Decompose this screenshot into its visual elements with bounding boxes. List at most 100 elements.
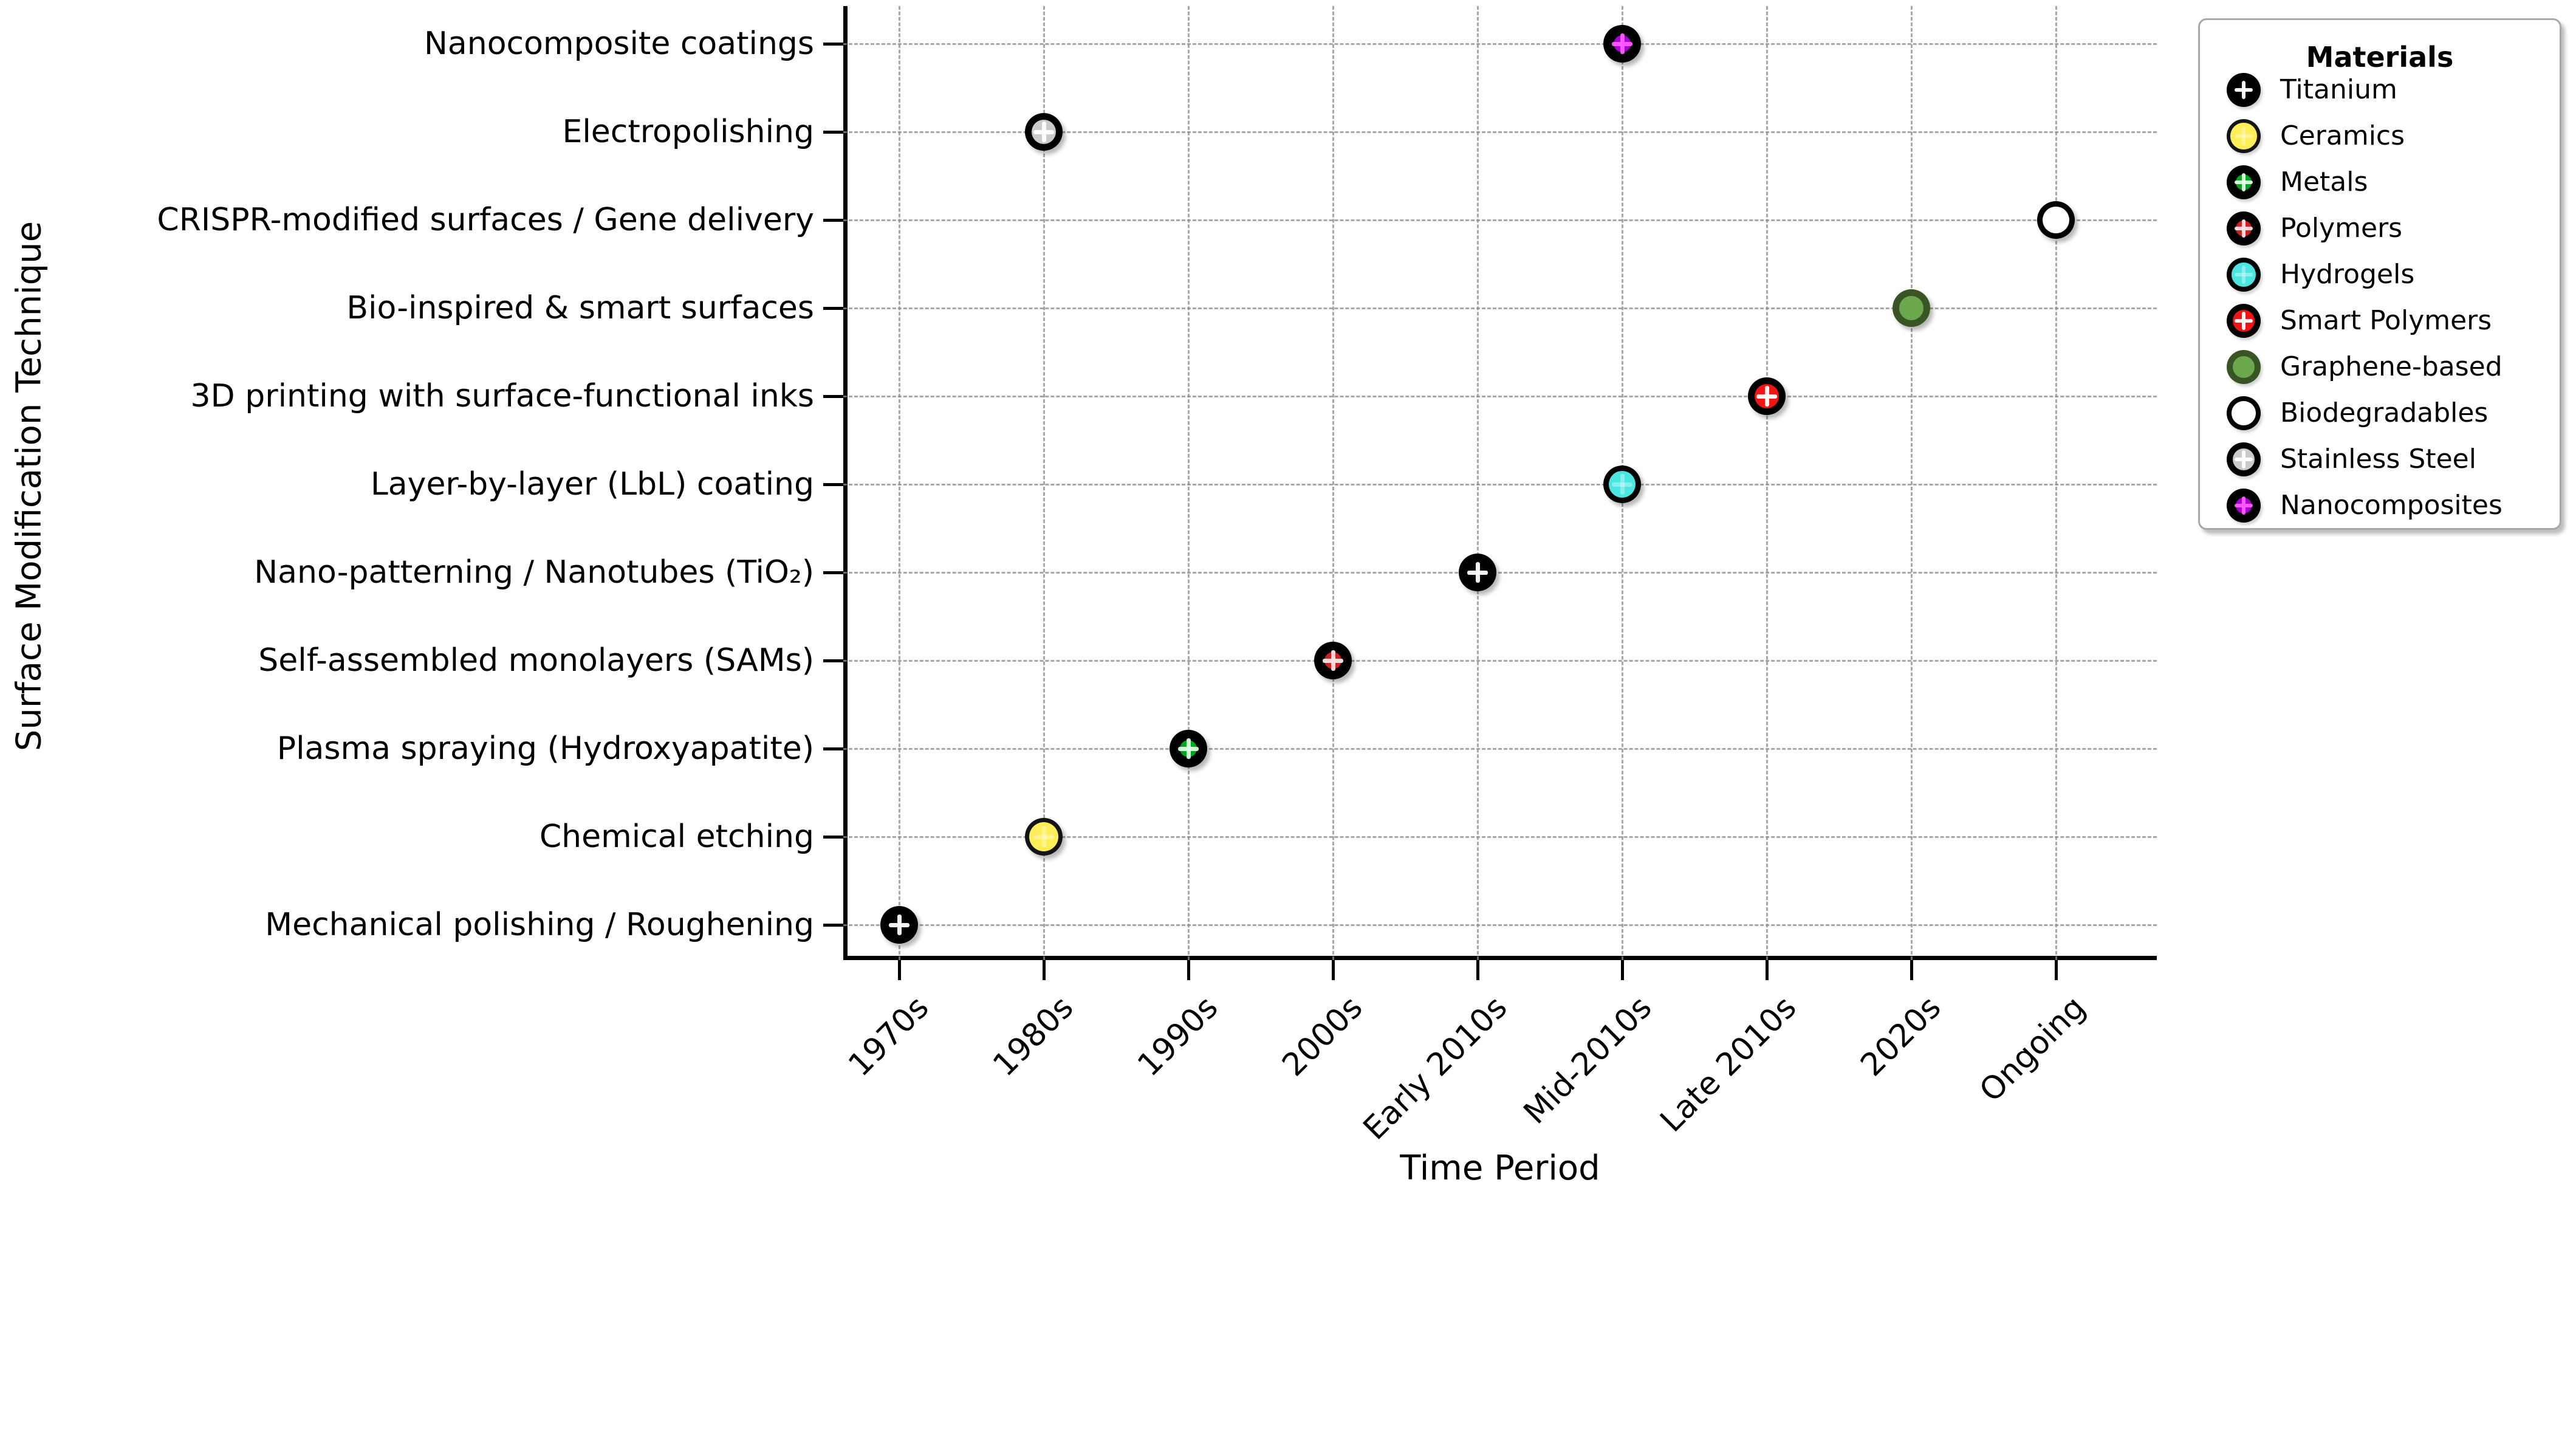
data-point-titanium xyxy=(880,906,918,944)
legend-swatch-titanium xyxy=(2227,73,2261,107)
gridline-horizontal xyxy=(843,836,2157,838)
plus-icon xyxy=(1186,738,1191,759)
legend-swatch-stainless-steel xyxy=(2227,442,2261,476)
x-axis-tick xyxy=(1621,960,1624,980)
gridline-vertical xyxy=(1332,6,1334,960)
y-tick-label: Mechanical polishing / Roughening xyxy=(265,907,814,943)
y-axis-tick xyxy=(823,43,843,46)
legend-swatch-biodegradables xyxy=(2227,396,2261,430)
gridline-horizontal xyxy=(843,396,2157,397)
gridline-vertical xyxy=(1477,6,1479,960)
legend-entry-label: Titanium xyxy=(2280,74,2397,105)
plus-icon xyxy=(2241,173,2246,192)
legend-swatch-nanocomposites xyxy=(2227,489,2261,523)
y-axis-tick xyxy=(823,395,843,398)
plus-icon xyxy=(2241,265,2246,284)
plus-icon xyxy=(1620,33,1625,54)
y-axis-tick xyxy=(823,836,843,839)
gridline-vertical xyxy=(2055,6,2057,960)
legend-entry-label: Polymers xyxy=(2280,213,2403,244)
gridline-vertical xyxy=(1043,6,1045,960)
legend-swatch-graphene-based xyxy=(2227,350,2261,384)
legend-swatch-hydrogels xyxy=(2227,258,2261,292)
plus-icon xyxy=(2241,496,2246,515)
x-axis-tick xyxy=(898,960,901,980)
y-axis-tick xyxy=(823,659,843,662)
plus-icon xyxy=(1764,386,1769,407)
plus-icon xyxy=(1041,826,1046,847)
x-axis-tick xyxy=(1476,960,1479,980)
gridline-horizontal xyxy=(843,924,2157,926)
legend-entry-label: Biodegradables xyxy=(2280,397,2489,428)
gridline-horizontal xyxy=(843,660,2157,662)
legend-swatch-ceramics xyxy=(2227,119,2261,153)
y-tick-label: Nano-patterning / Nanotubes (TiO₂) xyxy=(254,554,814,591)
gridline-horizontal xyxy=(843,307,2157,309)
y-tick-label: Chemical etching xyxy=(539,819,814,855)
plus-icon xyxy=(1620,474,1625,495)
legend-swatch-smart-polymers xyxy=(2227,304,2261,338)
y-tick-label: CRISPR-modified surfaces / Gene delivery xyxy=(157,202,814,238)
y-tick-label: 3D printing with surface-functional inks xyxy=(190,378,814,414)
y-axis-tick xyxy=(823,571,843,574)
legend-entry-label: Metals xyxy=(2280,166,2368,197)
data-point-ceramics xyxy=(1025,818,1063,856)
plus-icon xyxy=(2241,126,2246,146)
scatter-chart-figure: Time Period Surface Modification Techniq… xyxy=(9,6,2561,1188)
legend-entry-label: Graphene-based xyxy=(2280,351,2502,382)
plus-icon xyxy=(2241,80,2246,100)
x-axis-tick xyxy=(2055,960,2058,980)
gridline-vertical xyxy=(1766,6,1768,960)
plus-icon xyxy=(2241,219,2246,238)
gridline-vertical xyxy=(1188,6,1190,960)
data-point-smart-polymers xyxy=(1748,377,1786,415)
marker-core xyxy=(1899,296,1923,320)
gridline-vertical xyxy=(1911,6,1913,960)
gridline-horizontal xyxy=(843,748,2157,750)
legend-entry-label: Hydrogels xyxy=(2280,259,2415,290)
x-axis-tick xyxy=(1766,960,1769,980)
y-axis-tick xyxy=(823,219,843,222)
marker-core xyxy=(1609,471,1636,498)
plus-icon xyxy=(1475,562,1480,583)
plus-icon xyxy=(1041,122,1046,142)
plus-icon xyxy=(1331,650,1335,671)
data-point-polymers xyxy=(1314,642,1352,679)
y-tick-label: Nanocomposite coatings xyxy=(423,26,814,62)
data-point-biodegradables xyxy=(2037,201,2075,239)
gridline-horizontal xyxy=(843,572,2157,574)
y-axis-title: Surface Modification Technique xyxy=(9,221,49,752)
legend-title: Materials xyxy=(2306,41,2454,74)
x-axis-tick xyxy=(1187,960,1190,980)
plot-area xyxy=(843,6,2157,960)
plus-icon xyxy=(1612,482,1632,487)
legend-swatch-polymers xyxy=(2227,211,2261,245)
legend-box: Materials Titanium Ceramics Metals Polymers… xyxy=(2198,18,2561,530)
plus-icon xyxy=(1033,834,1054,839)
data-point-nanocomposites xyxy=(1603,25,1641,63)
marker-core xyxy=(2232,263,2256,287)
y-axis-tick xyxy=(823,307,843,310)
legend-swatch-metals xyxy=(2227,165,2261,199)
x-axis-tick xyxy=(1332,960,1335,980)
gridline-horizontal xyxy=(843,219,2157,221)
data-point-graphene-based xyxy=(1893,289,1930,327)
legend-entry-label: Nanocomposites xyxy=(2280,490,2502,521)
gridline-vertical xyxy=(899,6,900,960)
y-tick-label: Electropolishing xyxy=(562,114,814,150)
plus-icon xyxy=(2241,450,2246,469)
data-point-stainless-steel xyxy=(1025,113,1063,151)
data-point-hydrogels xyxy=(1603,465,1641,503)
gridline-horizontal xyxy=(843,484,2157,486)
y-tick-label: Layer-by-layer (LbL) coating xyxy=(370,466,814,503)
legend-entry-label: Ceramics xyxy=(2280,120,2405,151)
marker-core xyxy=(2230,123,2257,149)
data-point-titanium xyxy=(1459,554,1496,591)
y-tick-label: Bio-inspired & smart surfaces xyxy=(346,290,814,326)
marker-core xyxy=(2232,355,2255,379)
x-axis-title: Time Period xyxy=(1400,1148,1600,1188)
legend-entry-label: Stainless Steel xyxy=(2280,444,2476,475)
y-axis-tick xyxy=(823,924,843,927)
legend-entry-label: Smart Polymers xyxy=(2280,305,2492,336)
x-axis-tick xyxy=(1910,960,1913,980)
